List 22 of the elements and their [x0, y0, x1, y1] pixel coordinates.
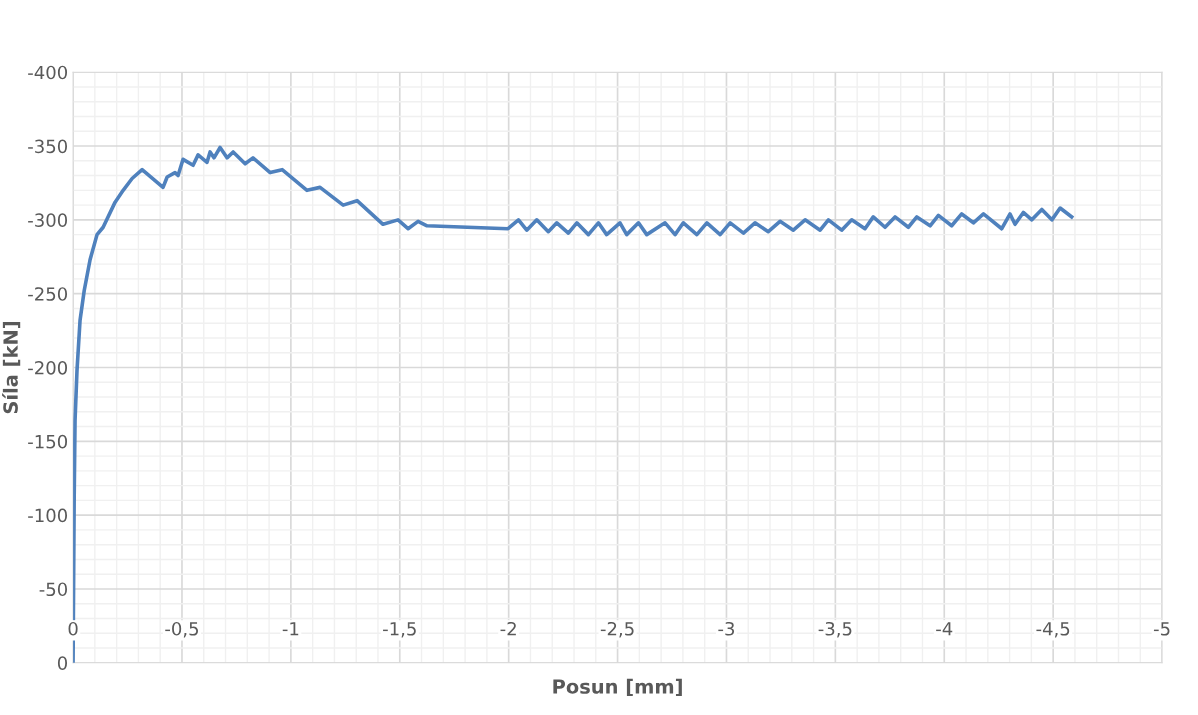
y-tick-label: -50 [39, 582, 68, 597]
x-tick-label: -0,5 [165, 621, 199, 638]
x-tick-label: -2,5 [600, 621, 634, 638]
x-tick-label: 0 [68, 621, 78, 636]
y-axis-title: Síla [kN] [2, 322, 21, 414]
y-tick-label: -200 [28, 360, 68, 375]
y-tick-label: -350 [28, 139, 68, 154]
x-tick-label: -1,5 [383, 622, 416, 638]
x-tick-label: -5 [1153, 622, 1170, 636]
x-tick-label: -4 [936, 622, 953, 636]
y-tick-label: -400 [28, 65, 68, 80]
x-axis-title: Posun [mm] [553, 678, 682, 697]
x-tick-label: -2 [500, 621, 516, 636]
y-tick-label: -150 [28, 434, 68, 449]
y-tick-label: 0 [57, 656, 68, 670]
y-tick-label: -250 [28, 287, 68, 301]
y-tick-label: -100 [28, 508, 68, 523]
x-tick-label: -3 [718, 621, 735, 636]
x-tick-label: -3,5 [818, 621, 852, 638]
x-tick-label: -1 [282, 622, 299, 636]
x-tick-label: -4,5 [1036, 622, 1070, 638]
y-tick-label: -300 [28, 213, 68, 227]
